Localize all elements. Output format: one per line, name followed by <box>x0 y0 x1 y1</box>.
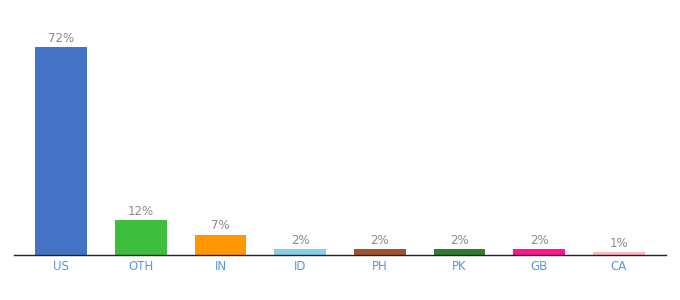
Bar <box>194 235 246 255</box>
Bar <box>115 220 167 255</box>
Text: 7%: 7% <box>211 220 230 232</box>
Text: 2%: 2% <box>291 234 309 247</box>
Text: 2%: 2% <box>450 234 469 247</box>
Bar <box>434 249 486 255</box>
Text: 12%: 12% <box>128 205 154 218</box>
Text: 72%: 72% <box>48 32 74 45</box>
Bar <box>35 47 87 255</box>
Text: 2%: 2% <box>530 234 548 247</box>
Text: 2%: 2% <box>371 234 389 247</box>
Bar <box>513 249 565 255</box>
Bar <box>354 249 406 255</box>
Bar <box>274 249 326 255</box>
Bar <box>593 252 645 255</box>
Text: 1%: 1% <box>609 237 628 250</box>
